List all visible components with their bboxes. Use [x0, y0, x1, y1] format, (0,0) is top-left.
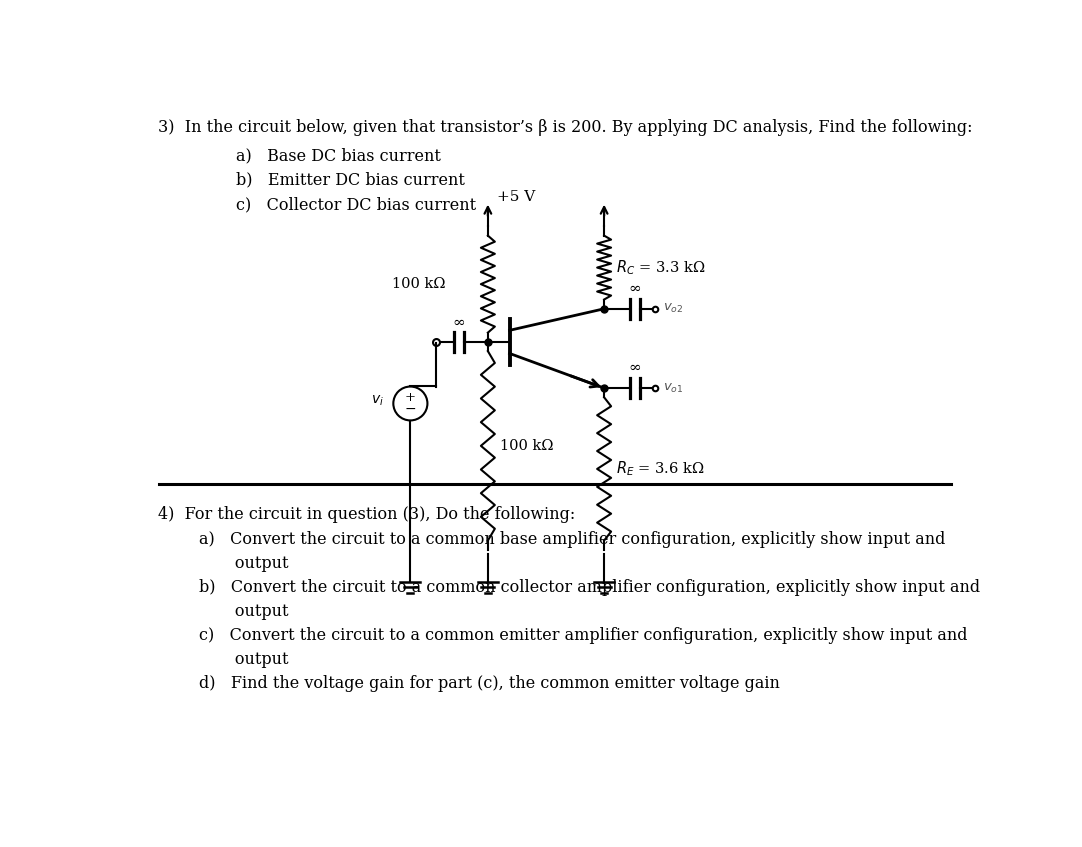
Text: b)   Convert the circuit to a common collector amplifier configuration, explicit: b) Convert the circuit to a common colle… [199, 579, 980, 596]
Text: c)   Collector DC bias current: c) Collector DC bias current [236, 197, 476, 213]
Text: 100 kΩ: 100 kΩ [500, 439, 553, 453]
Text: +5 V: +5 V [497, 190, 536, 204]
Text: −: − [405, 401, 417, 416]
Text: $v_{o2}$: $v_{o2}$ [663, 302, 684, 315]
Text: output: output [199, 603, 288, 620]
Text: 100 kΩ: 100 kΩ [392, 277, 446, 291]
Text: a)   Convert the circuit to a common base amplifier configuration, explicitly sh: a) Convert the circuit to a common base … [199, 531, 946, 549]
Text: b)   Emitter DC bias current: b) Emitter DC bias current [236, 172, 465, 189]
Text: ∞: ∞ [629, 361, 642, 375]
Text: d)   Find the voltage gain for part (c), the common emitter voltage gain: d) Find the voltage gain for part (c), t… [199, 675, 780, 692]
Text: $v_i$: $v_i$ [371, 393, 384, 407]
Text: ∞: ∞ [629, 282, 642, 296]
Text: ∞: ∞ [453, 316, 465, 329]
Text: output: output [199, 650, 288, 667]
Text: c)   Convert the circuit to a common emitter amplifier configuration, explicitly: c) Convert the circuit to a common emitt… [199, 627, 967, 644]
Text: $R_C$ = 3.3 kΩ: $R_C$ = 3.3 kΩ [616, 258, 705, 277]
Text: output: output [199, 556, 288, 573]
Text: $R_E$ = 3.6 kΩ: $R_E$ = 3.6 kΩ [616, 460, 704, 479]
Text: $v_{o1}$: $v_{o1}$ [663, 381, 684, 395]
Text: 3)  In the circuit below, given that transistor’s β is 200. By applying DC analy: 3) In the circuit below, given that tran… [158, 119, 973, 136]
Text: 4)  For the circuit in question (3), Do the following:: 4) For the circuit in question (3), Do t… [158, 506, 576, 523]
Text: a)   Base DC bias current: a) Base DC bias current [236, 147, 440, 164]
Text: +: + [405, 391, 415, 404]
